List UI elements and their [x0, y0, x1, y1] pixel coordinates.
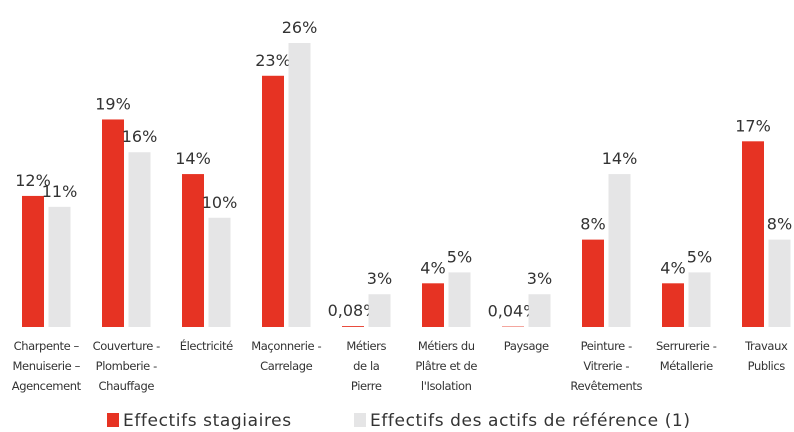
category-label: Chauffage	[98, 379, 154, 393]
value-label: 10%	[202, 193, 238, 212]
value-label: 3%	[527, 269, 552, 288]
bar	[22, 195, 44, 327]
category-label: Métallerie	[660, 359, 713, 373]
value-label: 5%	[687, 247, 712, 266]
bar	[102, 119, 124, 327]
category-label: Plomberie -	[96, 359, 157, 373]
value-label: 11%	[42, 182, 78, 201]
value-label: 0,08%	[328, 301, 379, 320]
value-label: 14%	[602, 149, 638, 168]
legend-label: Effectifs stagiaires	[123, 411, 292, 431]
bar	[208, 217, 231, 327]
bar	[608, 174, 631, 327]
category-label: Travaux	[744, 339, 788, 353]
bar	[128, 152, 151, 327]
category-label: Métiers du	[418, 339, 475, 353]
value-label: 3%	[367, 269, 392, 288]
category-label: Publics	[748, 359, 786, 373]
legend-swatch	[354, 413, 366, 427]
bar	[288, 43, 311, 327]
value-label: 4%	[660, 258, 685, 277]
bar	[182, 174, 204, 327]
category-label: Charpente –	[14, 339, 80, 353]
value-label: 16%	[122, 127, 158, 146]
value-label: 8%	[767, 215, 792, 234]
category-label: Maçonnerie -	[251, 339, 321, 353]
bar	[662, 283, 684, 327]
category-label: Serrurerie -	[656, 339, 717, 353]
value-label: 0,04%	[488, 302, 539, 321]
value-label: 8%	[580, 215, 605, 234]
bar	[342, 326, 364, 327]
category-label: Couverture -	[93, 339, 161, 353]
value-label: 26%	[282, 18, 318, 37]
category-label: Peinture -	[581, 339, 632, 353]
category-label: l'Isolation	[421, 379, 472, 393]
legend-swatch	[107, 413, 119, 427]
category-label: Paysage	[504, 339, 549, 353]
bar	[688, 272, 711, 327]
value-label: 14%	[175, 149, 211, 168]
category-label: Menuiserie –	[13, 359, 81, 373]
value-label: 12%	[15, 171, 51, 190]
bar	[48, 206, 71, 327]
bar	[768, 239, 791, 327]
value-label: 4%	[420, 258, 445, 277]
category-label: Vitrerie -	[583, 359, 629, 373]
bar	[368, 294, 391, 327]
category-label: Métiers	[346, 339, 386, 353]
category-label: Électricité	[180, 338, 233, 353]
legend-label: Effectifs des actifs de référence (1)	[370, 411, 691, 431]
category-label: Carrelage	[260, 359, 312, 373]
category-label: Pierre	[351, 379, 382, 393]
bar	[262, 75, 284, 328]
value-label: 19%	[95, 94, 131, 113]
bar	[422, 283, 444, 327]
value-label: 23%	[255, 51, 291, 70]
bar	[528, 294, 551, 327]
bar	[582, 239, 604, 327]
category-label: Plâtre et de	[415, 359, 477, 373]
category-label: Revêtements	[570, 379, 642, 393]
category-label: de la	[353, 359, 379, 373]
value-label: 17%	[735, 116, 771, 135]
category-label: Agencement	[12, 379, 82, 393]
value-label: 5%	[447, 247, 472, 266]
bar	[448, 272, 471, 327]
bar	[742, 141, 764, 327]
